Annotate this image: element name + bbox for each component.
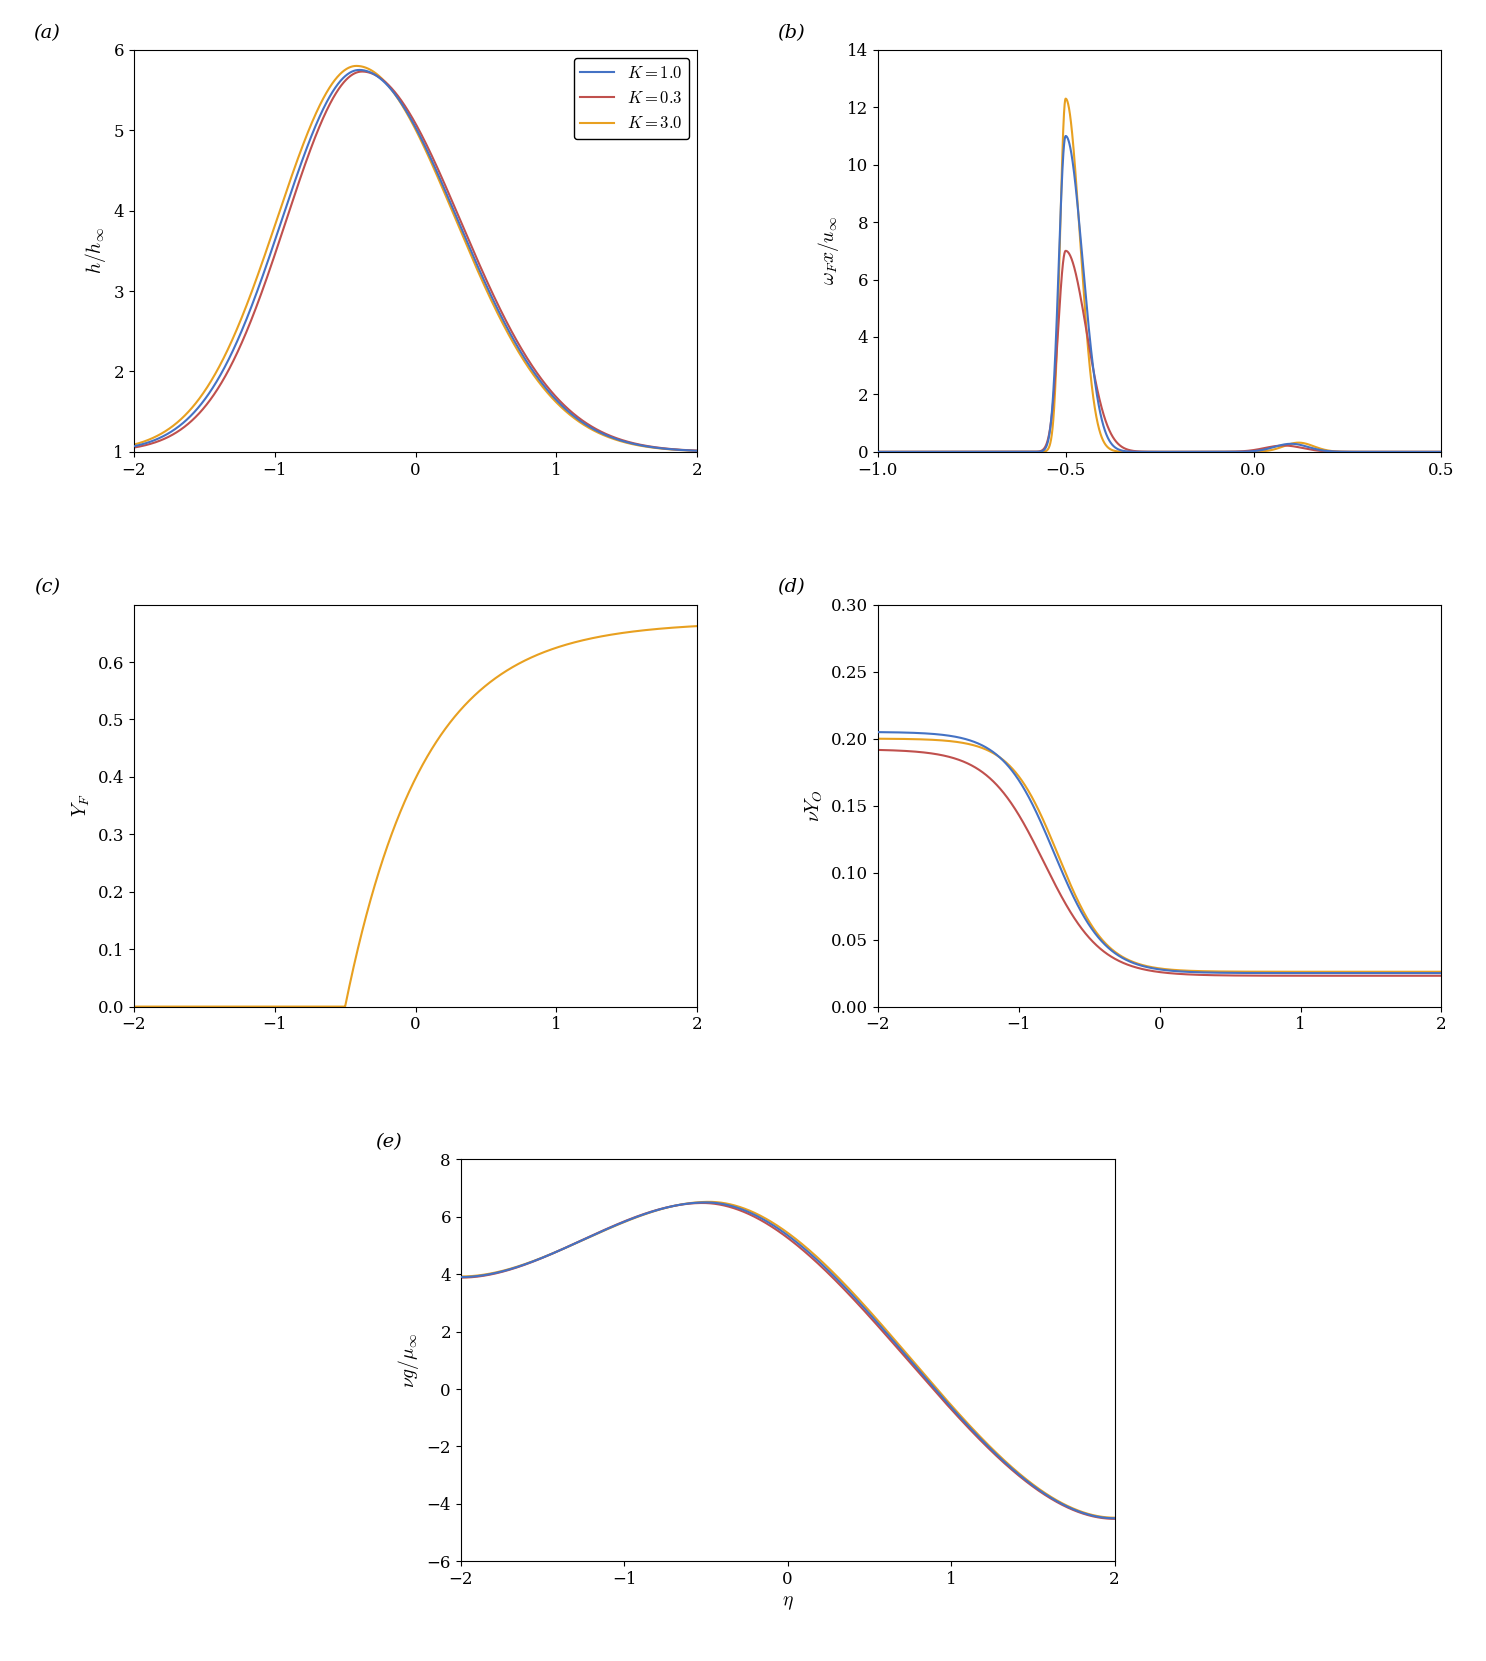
Legend: $K = 1.0$, $K = 0.3$, $K = 3.0$: $K = 1.0$, $K = 0.3$, $K = 3.0$: [574, 58, 690, 140]
Text: (b): (b): [777, 23, 804, 42]
X-axis label: $\eta$: $\eta$: [782, 1593, 794, 1611]
Text: (c): (c): [34, 578, 61, 596]
Y-axis label: $\nu Y_O$: $\nu Y_O$: [804, 789, 825, 822]
Y-axis label: $\nu g/\mu_\infty$: $\nu g/\mu_\infty$: [395, 1332, 421, 1389]
Text: (d): (d): [777, 578, 804, 596]
Y-axis label: $h/h_\infty$: $h/h_\infty$: [83, 228, 108, 274]
Y-axis label: $Y_F$: $Y_F$: [71, 794, 92, 817]
Text: (e): (e): [374, 1133, 401, 1151]
Text: (a): (a): [34, 23, 61, 42]
Y-axis label: $\omega_F x/u_\infty$: $\omega_F x/u_\infty$: [816, 216, 841, 286]
